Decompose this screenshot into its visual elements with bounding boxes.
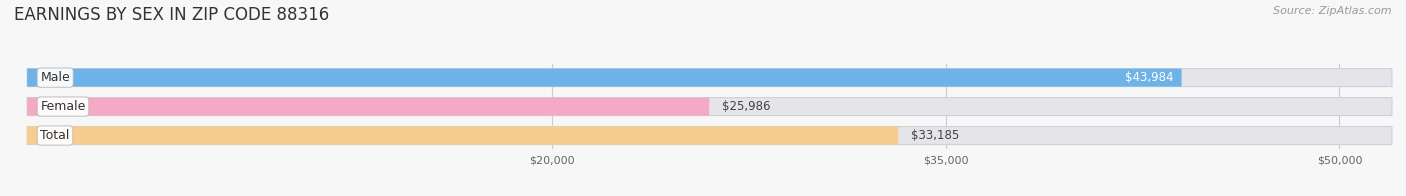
Text: $33,185: $33,185 [911,129,959,142]
Text: $43,984: $43,984 [1125,71,1174,84]
Text: $25,986: $25,986 [723,100,770,113]
FancyBboxPatch shape [27,98,1392,115]
FancyBboxPatch shape [27,98,709,115]
FancyBboxPatch shape [27,127,898,144]
Text: Source: ZipAtlas.com: Source: ZipAtlas.com [1274,6,1392,16]
Text: EARNINGS BY SEX IN ZIP CODE 88316: EARNINGS BY SEX IN ZIP CODE 88316 [14,6,329,24]
FancyBboxPatch shape [27,69,1181,87]
FancyBboxPatch shape [27,127,1392,144]
Text: Female: Female [41,100,86,113]
Text: Male: Male [41,71,70,84]
Text: Total: Total [41,129,70,142]
FancyBboxPatch shape [27,69,1392,87]
